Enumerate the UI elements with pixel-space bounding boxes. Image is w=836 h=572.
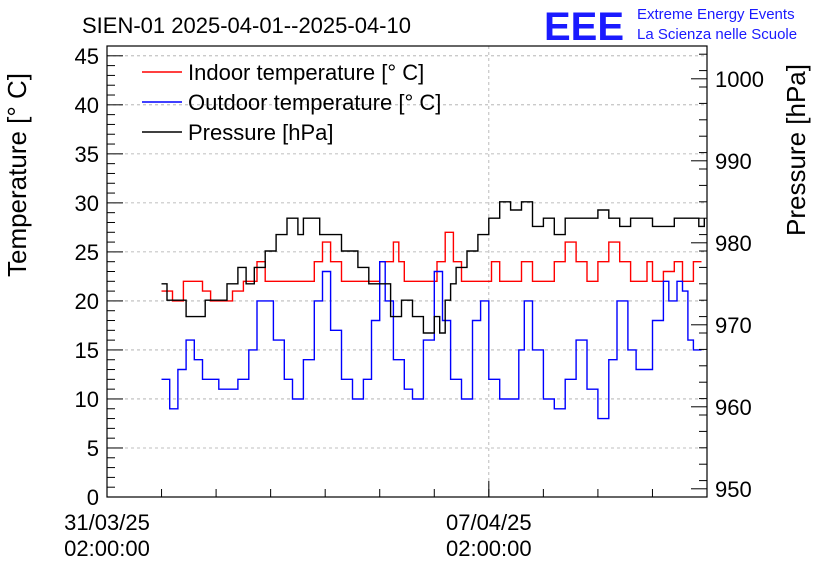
x-tick-label: 02:00:00 [64, 536, 150, 561]
eee-logo-line1: Extreme Energy Events [637, 6, 795, 23]
series-line-outdoor [161, 261, 702, 420]
y-right-tick-label: 950 [715, 477, 752, 502]
y-right-tick-label: 970 [715, 313, 752, 338]
x-tick-label: 02:00:00 [446, 536, 532, 561]
legend-label-outdoor: Outdoor temperature [° C] [188, 90, 441, 115]
eee-logo: EEE Extreme Energy Events La Scienza nel… [544, 5, 797, 49]
y-left-tick-label: 45 [75, 44, 99, 69]
legend-label-pressure: Pressure [hPa] [188, 120, 334, 145]
series-line-indoor [161, 231, 702, 302]
y-left-tick-label: 20 [75, 289, 99, 314]
legend-label-indoor: Indoor temperature [° C] [188, 60, 424, 85]
eee-logo-line2: La Scienza nelle Scuole [637, 26, 797, 43]
y-left-tick-label: 35 [75, 142, 99, 167]
chart-title: SIEN-01 2025-04-01--2025-04-10 [82, 13, 411, 38]
grid [107, 46, 707, 497]
y-left-tick-label: 5 [87, 436, 99, 461]
x-tick-label: 07/04/25 [446, 510, 532, 535]
y-left-tick-label: 30 [75, 191, 99, 216]
y-left-tick-label: 15 [75, 338, 99, 363]
plot-lines [161, 201, 705, 420]
legend: Indoor temperature [° C] Outdoor tempera… [142, 60, 441, 145]
y-left-tick-label: 40 [75, 93, 99, 118]
eee-logo-mark: EEE [544, 5, 624, 49]
series-line-pressure [161, 201, 705, 334]
y-right-tick-label: 1000 [715, 67, 764, 92]
y-left-tick-label: 25 [75, 240, 99, 265]
y-right-label: Pressure [hPa] [781, 64, 811, 236]
y-left-tick-label: 10 [75, 387, 99, 412]
x-tick-label: 31/03/25 [64, 510, 150, 535]
y-left-tick-label: 0 [87, 485, 99, 510]
y-left-label: Temperature [° C] [2, 73, 32, 277]
y-right-tick-label: 990 [715, 149, 752, 174]
y-right-tick-label: 980 [715, 231, 752, 256]
y-right-tick-label: 960 [715, 395, 752, 420]
axes: 0 5 10 15 20 25 30 35 40 45 950 960 970 980 990 1000 31/… [64, 44, 764, 561]
